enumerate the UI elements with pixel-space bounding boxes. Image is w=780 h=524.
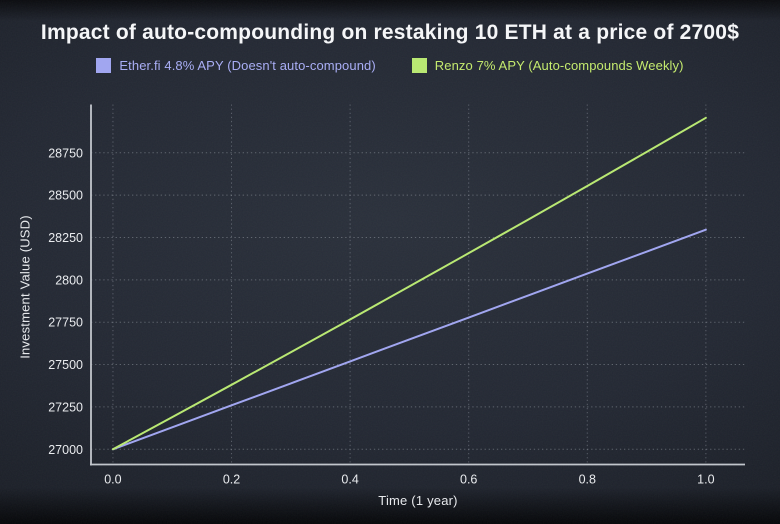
series-line-etherfi <box>111 228 707 451</box>
y-tick-label: 27750 <box>48 316 83 330</box>
y-tick-label: 27000 <box>48 443 83 457</box>
legend: Ether.fi 4.8% APY (Doesn't auto-compound… <box>0 58 780 73</box>
series-line-renzo <box>111 116 707 451</box>
chart-title: Impact of auto-compounding on restaking … <box>40 21 740 44</box>
renzo-swatch-icon <box>411 58 427 73</box>
y-tick-label: 28750 <box>48 146 83 160</box>
y-tick-label: 2800 <box>55 273 83 287</box>
x-tick-label: 0.6 <box>460 473 477 487</box>
y-tick-label: 28500 <box>48 189 83 203</box>
legend-item-etherfi: Ether.fi 4.8% APY (Doesn't auto-compound… <box>96 58 376 73</box>
y-tick-label: 27250 <box>48 400 83 414</box>
x-tick-label: 0.0 <box>104 473 121 487</box>
legend-label-renzo: Renzo 7% APY (Auto-compounds Weekly) <box>434 58 684 73</box>
etherfi-swatch-icon <box>96 58 112 73</box>
legend-label-etherfi: Ether.fi 4.8% APY (Doesn't auto-compound… <box>119 58 376 73</box>
y-tick-label: 27500 <box>48 358 83 372</box>
x-tick-label: 1.0 <box>697 473 714 487</box>
x-axis-title: Time (1 year) <box>378 493 458 508</box>
x-tick-label: 0.4 <box>341 473 358 487</box>
x-tick-label: 0.2 <box>223 473 240 487</box>
x-tick-label: 0.8 <box>579 473 596 487</box>
y-tick-label: 28250 <box>48 231 83 245</box>
legend-item-renzo: Renzo 7% APY (Auto-compounds Weekly) <box>411 58 684 73</box>
